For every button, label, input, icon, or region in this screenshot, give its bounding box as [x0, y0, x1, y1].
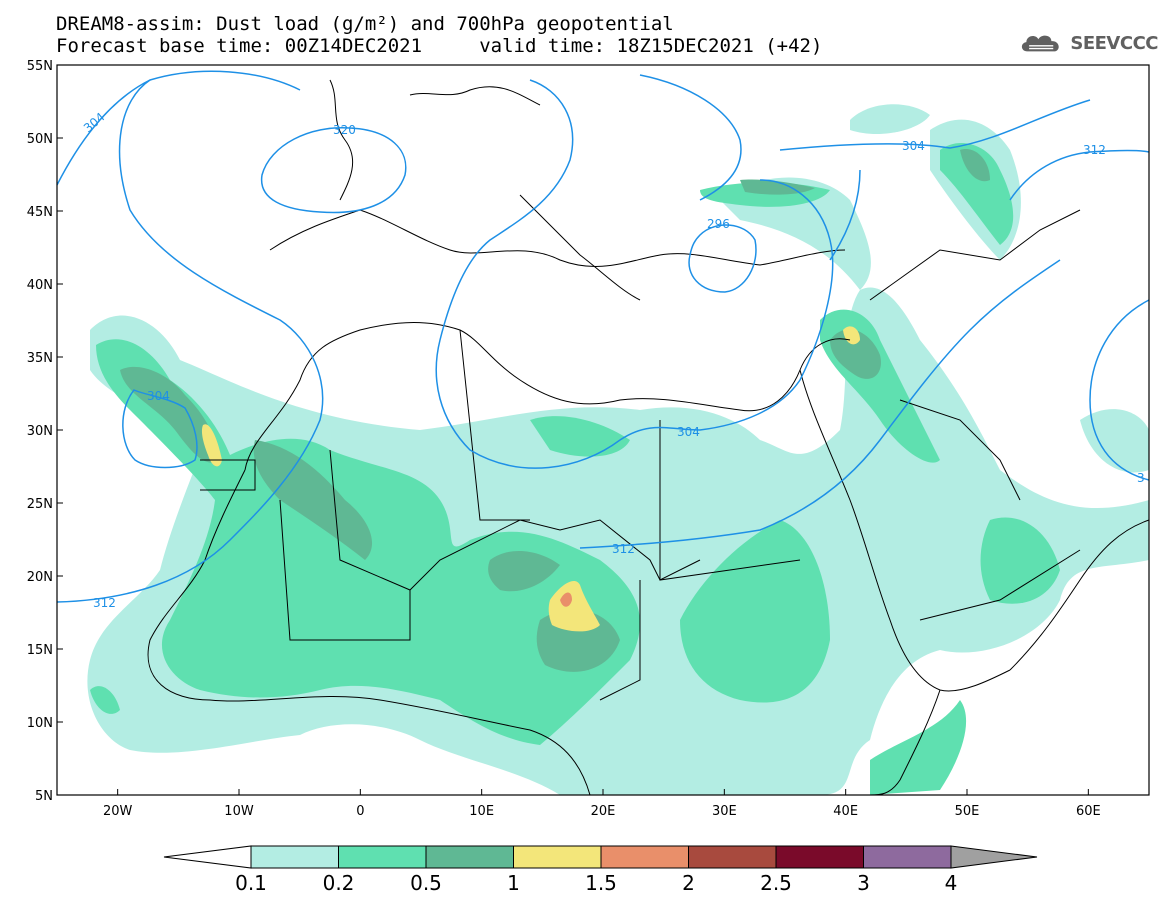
- longitude-ticks: 20W 10W 0 10E 20E 30E 40E 50E 60E: [103, 789, 1101, 819]
- logo-text: SEEVCCC: [1070, 32, 1158, 54]
- lat-tick-label: 40N: [27, 278, 53, 293]
- contour-label: 312: [1083, 143, 1106, 157]
- logo: SEEVCCC: [1018, 28, 1158, 58]
- contour-label: 304: [147, 389, 170, 403]
- lat-tick-label: 45N: [27, 205, 53, 220]
- contour-label: 312: [612, 542, 635, 556]
- legend-under-arrow: [163, 845, 252, 869]
- cloud-icon: [1021, 35, 1059, 52]
- lat-tick-label: 50N: [27, 132, 53, 147]
- lon-tick-label: 40E: [833, 804, 858, 819]
- lat-tick-label: 20N: [27, 570, 53, 585]
- legend-label: 1.5: [585, 871, 617, 895]
- legend-label: 3: [857, 871, 870, 895]
- legend-color-box: [775, 845, 864, 869]
- legend-color-box: [600, 845, 689, 869]
- contour-label: 296: [707, 217, 730, 231]
- lon-tick-label: 10W: [224, 804, 254, 819]
- lon-tick-label: 20E: [591, 804, 616, 819]
- legend-label: 2: [682, 871, 695, 895]
- legend-color-box: [863, 845, 952, 869]
- lon-tick-label: 10E: [469, 804, 494, 819]
- legend-label: 4: [945, 871, 958, 895]
- legend-color-box: [425, 845, 514, 869]
- geopotential-contours: [56, 70, 1150, 603]
- lon-tick-label: 0: [356, 804, 364, 819]
- legend-label: 0.2: [323, 871, 355, 895]
- lon-tick-label: 30E: [712, 804, 737, 819]
- forecast-time-line: Forecast base time: 00Z14DEC2021 valid t…: [56, 35, 823, 57]
- legend-label: 0.1: [235, 871, 267, 895]
- legend-label: 2.5: [760, 871, 792, 895]
- lon-tick-label: 50E: [955, 804, 980, 819]
- lat-tick-label: 30N: [27, 424, 53, 439]
- legend-label: 0.5: [410, 871, 442, 895]
- legend-label: 1: [507, 871, 520, 895]
- map-frame: 304 320 304 312 296 304 304 312 312 3: [56, 64, 1150, 796]
- legend-color-box: [250, 845, 339, 869]
- legend-color-box: [688, 845, 777, 869]
- legend-color-box: [338, 845, 427, 869]
- coastlines-borders: [147, 79, 1150, 796]
- contour-label: 320: [333, 123, 356, 137]
- contour-label: 312: [93, 596, 116, 610]
- dust-level-1-5: [560, 592, 572, 607]
- contour-label: 3: [1137, 471, 1145, 485]
- legend-over-arrow: [950, 845, 1038, 869]
- contour-label: 304: [902, 139, 925, 153]
- lat-tick-label: 55N: [27, 59, 53, 74]
- color-legend: 0.1 0.2 0.5 1 1.5 2 2.5 3 4: [163, 845, 1038, 895]
- lat-tick-label: 5N: [35, 789, 53, 804]
- latitude-ticks: 55N 50N 45N 40N 35N 30N 25N 20N 15N 10N 5N: [27, 59, 63, 804]
- lat-tick-label: 15N: [27, 643, 53, 658]
- lat-tick-label: 10N: [27, 716, 53, 731]
- lon-tick-label: 20W: [103, 804, 133, 819]
- map-title: DREAM8-assim: Dust load (g/m²) and 700hP…: [56, 13, 674, 35]
- contour-labels: 304 320 304 312 296 304 304 312 312 3: [81, 110, 1145, 610]
- legend-labels: 0.1 0.2 0.5 1 1.5 2 2.5 3 4: [235, 871, 957, 895]
- legend-boxes: [250, 845, 952, 869]
- lat-tick-label: 25N: [27, 497, 53, 512]
- legend-color-box: [513, 845, 602, 869]
- lon-tick-label: 60E: [1076, 804, 1101, 819]
- lat-tick-label: 35N: [27, 351, 53, 366]
- contour-label: 304: [677, 425, 700, 439]
